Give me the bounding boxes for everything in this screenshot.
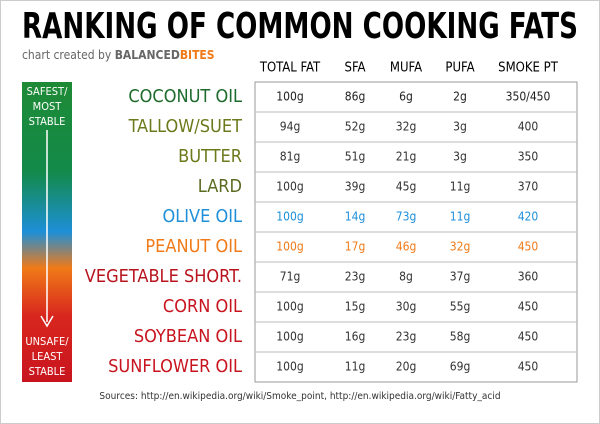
credit: chart created by BALANCEDBITES bbox=[22, 48, 215, 62]
cell: 69g bbox=[450, 360, 471, 374]
cell: 16g bbox=[345, 330, 366, 344]
cell: 8g bbox=[399, 270, 413, 284]
credit-text: chart created by bbox=[22, 48, 112, 62]
cell: 360 bbox=[518, 270, 539, 284]
cell: 100g bbox=[276, 180, 303, 194]
cell: 51g bbox=[345, 150, 366, 164]
cell: 350 bbox=[518, 150, 539, 164]
cell: 17g bbox=[345, 240, 366, 254]
column-header: TOTAL FAT bbox=[259, 61, 321, 76]
cell: 100g bbox=[276, 240, 303, 254]
scale-label: STABLE bbox=[29, 365, 66, 378]
column-header: MUFA bbox=[390, 61, 422, 76]
fat-name: BUTTER bbox=[178, 146, 242, 167]
scale-label: SAFEST/ bbox=[27, 85, 69, 98]
fat-name: CORN OIL bbox=[163, 296, 242, 317]
sources: Sources: http://en.wikipedia.org/wiki/Sm… bbox=[99, 391, 500, 402]
cell: 45g bbox=[396, 180, 417, 194]
cell: 55g bbox=[450, 300, 471, 314]
cell: 100g bbox=[276, 90, 303, 104]
title: RANKING OF COMMON COOKING FATS bbox=[22, 6, 578, 47]
cell: 21g bbox=[396, 150, 417, 164]
cell: 100g bbox=[276, 360, 303, 374]
cell: 370 bbox=[518, 180, 539, 194]
fat-name: PEANUT OIL bbox=[145, 236, 242, 257]
brand: BITES bbox=[180, 48, 215, 62]
scale-label: MOST bbox=[33, 100, 63, 113]
cell: 420 bbox=[518, 210, 539, 224]
cell: 14g bbox=[345, 210, 366, 224]
fat-name: TALLOW/SUET bbox=[128, 116, 243, 137]
fat-name: OLIVE OIL bbox=[162, 206, 242, 227]
cell: 11g bbox=[450, 180, 471, 194]
cell: 450 bbox=[518, 330, 539, 344]
cell: 3g bbox=[453, 150, 467, 164]
cell: 3g bbox=[453, 120, 467, 134]
cell: 20g bbox=[396, 360, 417, 374]
cell: 6g bbox=[399, 90, 413, 104]
column-header: SFA bbox=[345, 61, 366, 76]
cell: 46g bbox=[396, 240, 417, 254]
scale-label: LEAST bbox=[32, 350, 64, 363]
arrow-head bbox=[40, 315, 54, 328]
cell: 39g bbox=[345, 180, 366, 194]
scale-label: UNSAFE/ bbox=[25, 335, 69, 348]
cell: 11g bbox=[345, 360, 366, 374]
fat-name: SUNFLOWER OIL bbox=[108, 356, 242, 377]
cell: 86g bbox=[345, 90, 366, 104]
cell: 450 bbox=[518, 300, 539, 314]
cell: 71g bbox=[280, 270, 301, 284]
cell: 81g bbox=[280, 150, 301, 164]
cell: 100g bbox=[276, 210, 303, 224]
cell: 450 bbox=[518, 360, 539, 374]
cell: 73g bbox=[396, 210, 417, 224]
cell: 11g bbox=[450, 210, 471, 224]
cell: 400 bbox=[518, 120, 539, 134]
fat-name: VEGETABLE SHORT. bbox=[85, 266, 242, 287]
cell: 23g bbox=[396, 330, 417, 344]
cell: 52g bbox=[345, 120, 366, 134]
cell: 58g bbox=[450, 330, 471, 344]
fat-name: SOYBEAN OIL bbox=[134, 326, 242, 347]
cell: 450 bbox=[518, 240, 539, 254]
column-header: SMOKE PT bbox=[498, 61, 559, 76]
fat-name: COCONUT OIL bbox=[128, 86, 242, 107]
cell: 23g bbox=[345, 270, 366, 284]
cell: 32g bbox=[396, 120, 417, 134]
scale-label: STABLE bbox=[29, 115, 66, 128]
column-header: PUFA bbox=[445, 61, 474, 76]
cell: 37g bbox=[450, 270, 471, 284]
cell: 15g bbox=[345, 300, 366, 314]
cell: 100g bbox=[276, 300, 303, 314]
cell: 350/450 bbox=[506, 90, 551, 104]
fat-name: LARD bbox=[198, 176, 242, 197]
cell: 2g bbox=[453, 90, 467, 104]
cell: 94g bbox=[280, 120, 301, 134]
cell: 30g bbox=[396, 300, 417, 314]
cell: 32g bbox=[450, 240, 471, 254]
cell: 100g bbox=[276, 330, 303, 344]
brand: BALANCED bbox=[115, 48, 180, 62]
